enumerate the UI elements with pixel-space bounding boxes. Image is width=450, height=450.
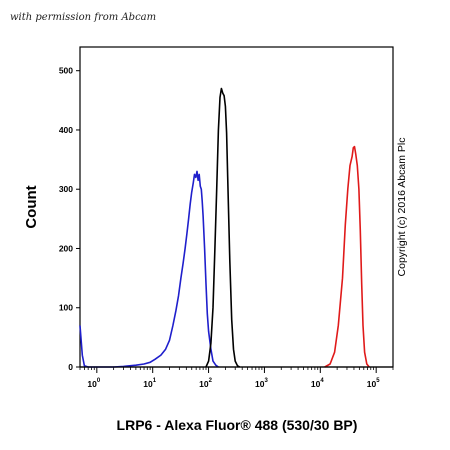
- x-tick-label: 103: [255, 378, 268, 389]
- histogram-series-1: [79, 170, 219, 368]
- y-axis-label: Count: [23, 185, 40, 228]
- x-tick-label: 104: [311, 378, 324, 389]
- x-tick-label: 101: [143, 378, 156, 389]
- x-tick-label: 102: [199, 378, 212, 389]
- x-tick-label: 105: [367, 378, 380, 389]
- y-tick-label: 100: [59, 303, 73, 313]
- y-tick-label: 0: [68, 362, 73, 372]
- y-tick-label: 200: [59, 243, 73, 253]
- x-axis-label: LRP6 - Alexa Fluor® 488 (530/30 BP): [117, 417, 358, 433]
- y-tick-label: 300: [59, 184, 73, 194]
- histogram-series-2: [205, 87, 240, 368]
- y-tick-label: 500: [59, 66, 73, 76]
- copyright-text: Copyright (c) 2016 Abcam Plc: [396, 138, 408, 277]
- series-layer: [79, 87, 393, 368]
- y-tick-label: 400: [59, 125, 73, 135]
- x-axis: 100 101 102 103 104 105: [79, 367, 394, 389]
- watermark-text: with permission from Abcam: [10, 12, 156, 23]
- y-axis: 0 100 200 300 400 500: [59, 66, 80, 372]
- x-tick-label: 100: [87, 378, 100, 389]
- histogram-series-3: [324, 145, 370, 368]
